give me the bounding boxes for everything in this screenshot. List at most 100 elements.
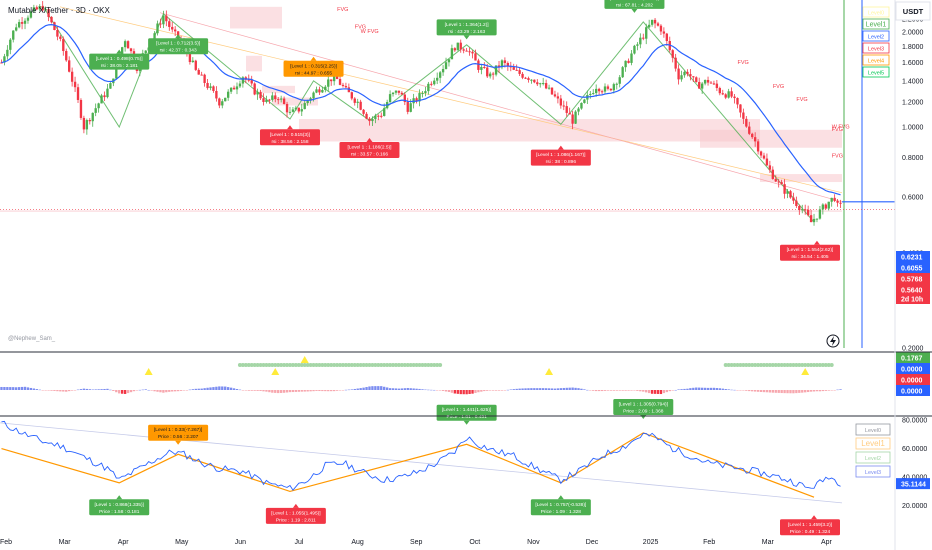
histogram-bar bbox=[291, 390, 295, 393]
candle-body bbox=[783, 184, 786, 194]
pivot-label-text: Price : 2.09 : 1.368 bbox=[623, 409, 664, 415]
currency-button[interactable] bbox=[895, 1, 931, 21]
pivot-label-text: [Level 1 : 1.186(2.5)] bbox=[347, 144, 391, 150]
histogram-bar bbox=[371, 386, 374, 390]
signal-dot bbox=[429, 363, 434, 367]
time-tick-label: Jul bbox=[295, 539, 304, 546]
signal-dot bbox=[388, 363, 393, 367]
rsi-legend-item[interactable] bbox=[855, 465, 891, 478]
candle-body bbox=[409, 103, 412, 112]
candle-body bbox=[171, 26, 174, 30]
candle-body bbox=[400, 92, 404, 95]
histogram-bar bbox=[324, 390, 327, 392]
candle-body bbox=[353, 98, 356, 103]
candle-body bbox=[44, 9, 47, 11]
fvg-label: W FVG bbox=[361, 29, 379, 35]
rsi-value-badge bbox=[896, 478, 930, 490]
level-legend-item[interactable] bbox=[862, 30, 890, 42]
chart-title: Mutable X/Tether · 3D · OKX bbox=[8, 6, 110, 15]
diagonal-guide bbox=[59, 6, 843, 194]
candle-body bbox=[250, 80, 253, 84]
candle-body bbox=[232, 87, 236, 90]
level-legend-item[interactable] bbox=[862, 54, 890, 66]
pivot-label-pointer bbox=[557, 495, 564, 500]
signal-dot bbox=[237, 363, 242, 367]
candle-body bbox=[486, 67, 489, 77]
candle-body bbox=[456, 42, 459, 51]
level-legend-item[interactable] bbox=[862, 66, 890, 78]
pivot-label-text: Price : 1.09 : 1.328 bbox=[541, 509, 582, 515]
pivot-label-text: rsi : 38 : 0.896 bbox=[546, 159, 577, 165]
rsi-legend-item[interactable] bbox=[855, 423, 891, 436]
signal-dot bbox=[393, 363, 398, 367]
candle-body bbox=[577, 108, 580, 112]
candle-body bbox=[341, 84, 345, 87]
rsi-legend-label: Level3 bbox=[865, 470, 881, 476]
candle-body bbox=[35, 7, 38, 10]
signal-dot bbox=[435, 363, 440, 367]
level-legend-label: Level4 bbox=[868, 59, 884, 65]
candle-body bbox=[391, 92, 395, 95]
signal-dot bbox=[293, 363, 298, 367]
level-legend-item[interactable] bbox=[862, 6, 890, 18]
histogram-bar bbox=[176, 390, 180, 392]
histogram-bar bbox=[494, 390, 498, 391]
candle-body bbox=[774, 178, 777, 182]
histogram-bar bbox=[218, 386, 221, 390]
signal-triangle bbox=[144, 368, 153, 375]
histogram-bar bbox=[221, 386, 224, 390]
signal-triangle bbox=[271, 368, 280, 375]
histogram-bar bbox=[383, 386, 386, 390]
histogram-bar bbox=[377, 386, 380, 390]
candle-body bbox=[23, 20, 27, 24]
candle-body bbox=[377, 115, 380, 117]
histogram-bar bbox=[544, 388, 548, 390]
histogram-bar bbox=[700, 387, 704, 390]
candle-body bbox=[212, 86, 215, 91]
candle-body bbox=[718, 88, 721, 94]
histogram-bar bbox=[26, 387, 30, 390]
signal-dot bbox=[820, 363, 825, 367]
fvg-label: FVG bbox=[355, 24, 366, 30]
price-tick-label: 2.0000 bbox=[902, 29, 924, 36]
candle-body bbox=[300, 109, 303, 112]
histogram-bar bbox=[589, 390, 592, 391]
rsi-legend-item[interactable] bbox=[855, 451, 891, 464]
histogram-bar bbox=[197, 388, 200, 390]
candle-body bbox=[539, 83, 542, 85]
histogram-bar bbox=[15, 387, 18, 390]
candle-body bbox=[144, 50, 147, 54]
candle-body bbox=[468, 51, 471, 53]
pivot-label-text: rsi : 38.05 : 2.181 bbox=[101, 63, 138, 69]
histogram-bar bbox=[559, 388, 563, 390]
fvg-zone bbox=[700, 129, 842, 148]
candle-body bbox=[165, 15, 168, 22]
pivot-label-pointer bbox=[463, 35, 470, 40]
rsi-legend-item[interactable] bbox=[855, 437, 891, 450]
candle-body bbox=[771, 169, 774, 179]
histogram-bar bbox=[624, 390, 627, 391]
histogram-bar bbox=[274, 390, 277, 393]
histogram-bar bbox=[547, 388, 551, 390]
watermark: @Nephew_Sam_ bbox=[8, 336, 56, 342]
level-legend-item[interactable] bbox=[862, 42, 890, 54]
candle-body bbox=[82, 117, 86, 130]
candle-body bbox=[256, 91, 259, 95]
signal-dot bbox=[252, 363, 257, 367]
hist-badge bbox=[896, 374, 930, 385]
histogram-bar bbox=[795, 390, 798, 394]
time-tick-label: Mar bbox=[59, 539, 72, 546]
histogram-bar bbox=[359, 388, 362, 390]
histogram-bar bbox=[179, 390, 183, 391]
level-legend-label: Level0 bbox=[868, 11, 884, 17]
level-legend-item[interactable] bbox=[862, 18, 890, 30]
candle-body bbox=[806, 209, 810, 216]
signal-dot bbox=[323, 363, 328, 367]
price-badge-label: 0.5640 bbox=[901, 288, 923, 295]
price-tick-label: 1.6000 bbox=[902, 60, 924, 67]
histogram-bar bbox=[433, 389, 436, 391]
candle-body bbox=[380, 115, 383, 117]
histogram-bar bbox=[606, 390, 610, 391]
price-badge-label: 0.5768 bbox=[901, 277, 923, 284]
candle-body bbox=[17, 22, 21, 28]
